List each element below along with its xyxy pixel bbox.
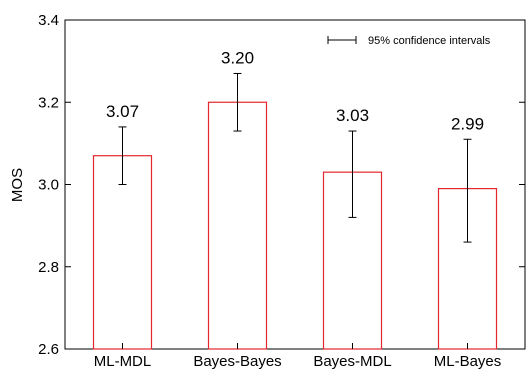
x-axis: ML-MDL Bayes-Bayes Bayes-MDL ML-Bayes — [94, 343, 502, 369]
x-tick-label: ML-Bayes — [434, 353, 502, 369]
data-labels-group: 3.07 3.20 3.03 2.99 — [106, 48, 484, 133]
data-label: 3.03 — [336, 106, 369, 125]
data-label: 2.99 — [451, 114, 484, 133]
legend-label: 95% confidence intervals — [368, 35, 491, 47]
bar-bayes-bayes — [207, 101, 268, 350]
bars-group — [92, 101, 498, 350]
y-tick-label: 3.0 — [38, 177, 59, 194]
y-axis: 2.6 2.8 3.0 3.2 3.4 — [38, 12, 525, 358]
y-tick-label: 2.8 — [38, 259, 59, 276]
y-axis-label: MOS — [9, 168, 26, 202]
data-label: 3.07 — [106, 102, 139, 121]
x-tick-label: Bayes-Bayes — [193, 353, 281, 369]
y-tick-label: 3.2 — [38, 94, 59, 111]
x-tick-label: ML-MDL — [94, 353, 152, 369]
y-tick-label: 2.6 — [38, 341, 59, 358]
data-label: 3.20 — [221, 48, 254, 67]
bar-ml-mdl — [92, 155, 153, 350]
error-bars-group — [118, 72, 472, 243]
legend: 95% confidence intervals — [327, 35, 491, 47]
x-tick-label: Bayes-MDL — [313, 353, 391, 369]
y-tick-label: 3.4 — [38, 12, 59, 29]
